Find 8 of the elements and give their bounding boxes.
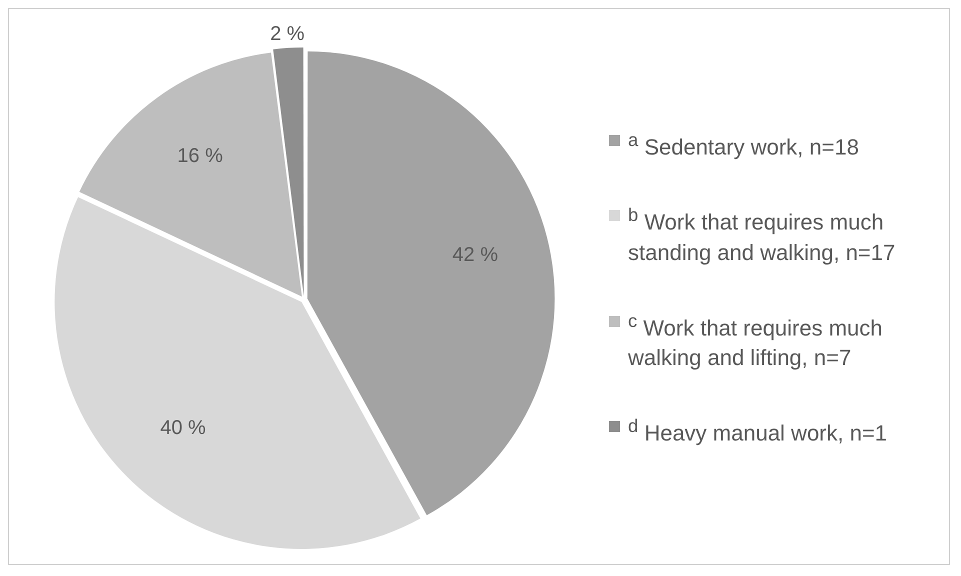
legend-label: $^{c}$ Work that requires much walking and lifting, n=7 — [628, 308, 884, 372]
legend-label: $^{b}$ Work that requires much standing and walking, n=17 — [628, 203, 896, 267]
legend-label: $^{a}$ Sedentary work, n=18 — [628, 128, 859, 162]
data-label: 16 % — [177, 145, 224, 168]
data-label: 40 % — [160, 416, 206, 439]
data-label: 42 % — [452, 244, 498, 266]
legend-label: $^{d}$ Heavy manual work, n=1 — [628, 414, 888, 448]
data-label: 2 % — [270, 23, 305, 46]
